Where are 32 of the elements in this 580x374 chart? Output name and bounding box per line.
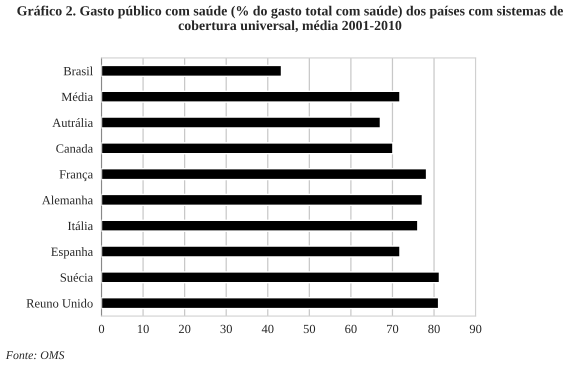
x-tick-label: 90 bbox=[470, 324, 482, 334]
x-tick-label: 70 bbox=[387, 324, 398, 334]
x-tick-label: 50 bbox=[304, 324, 316, 334]
x-tick-label: 40 bbox=[262, 324, 274, 334]
y-tick-label: Itália bbox=[68, 221, 93, 230]
bar bbox=[102, 245, 401, 258]
x-tick-label: 30 bbox=[220, 324, 232, 334]
chart-title: Gráfico 2. Gasto público com saúde (% do gasto total com saúde) dos países com sistemas de cobertura universal, média 2001-2010 bbox=[17, 6, 563, 32]
y-tick-label: Suécia bbox=[60, 272, 93, 282]
x-tick-label: 60 bbox=[345, 324, 357, 334]
bar bbox=[102, 297, 440, 310]
x-tick-label: 0 bbox=[98, 324, 104, 334]
x-tick-label: 10 bbox=[138, 324, 149, 334]
bar bbox=[102, 271, 440, 284]
bar bbox=[102, 142, 394, 154]
bar bbox=[102, 220, 419, 232]
y-tick-label: Brasil bbox=[64, 66, 93, 76]
y-tick-label: França bbox=[60, 170, 93, 182]
x-tick-label: 20 bbox=[178, 324, 190, 334]
y-tick-label: Canada bbox=[56, 144, 93, 153]
y-tick-label: Reuno Unido bbox=[26, 298, 93, 308]
x-tick-label: 80 bbox=[428, 324, 440, 334]
source-note: Fonte: OMS bbox=[6, 351, 64, 360]
bar bbox=[102, 90, 401, 103]
bar bbox=[102, 64, 282, 77]
bar bbox=[102, 116, 382, 129]
bar bbox=[102, 168, 428, 180]
bar bbox=[102, 194, 424, 206]
y-tick-label: Espanha bbox=[51, 247, 93, 259]
y-tick-label: Autrália bbox=[52, 118, 93, 127]
y-tick-label: Alemanha bbox=[42, 196, 93, 204]
y-tick-label: Média bbox=[62, 92, 93, 102]
